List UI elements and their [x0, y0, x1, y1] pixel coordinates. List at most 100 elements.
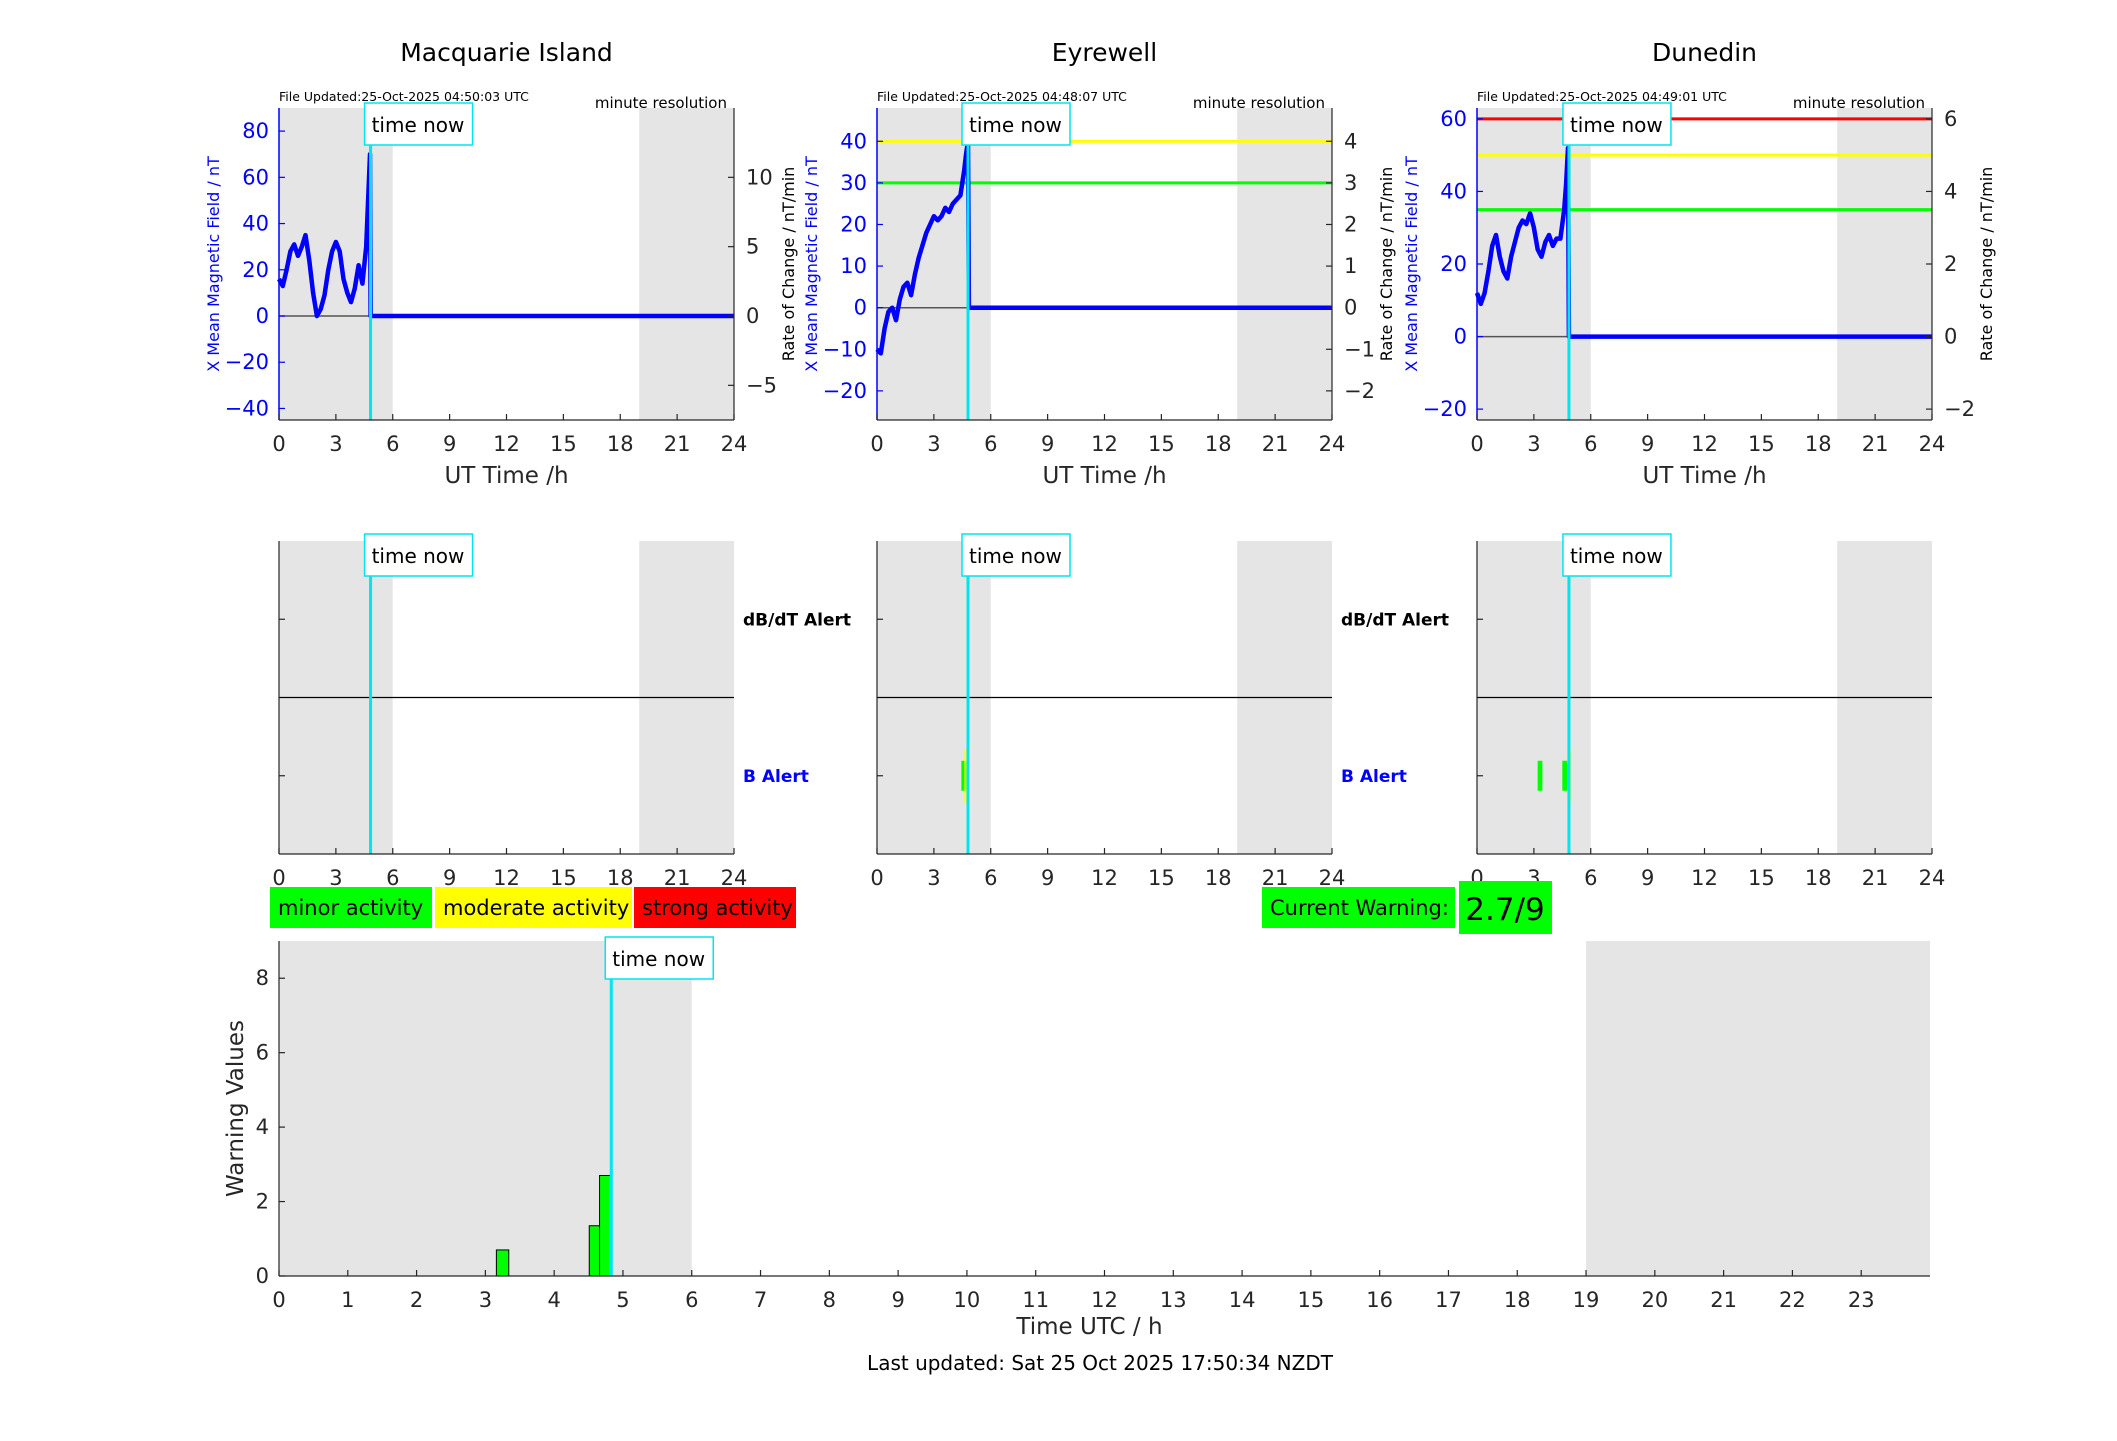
current-warning-value: 2.7/9 — [1465, 892, 1544, 928]
b-alert-label: B Alert — [743, 767, 809, 787]
time-now-label-box — [604, 936, 715, 980]
night-shading-0 — [279, 941, 692, 1276]
alert-panel-1: time now 0 3 6 9 12 15 18 21 24 dB/dT Alert B Alert — [272, 533, 851, 890]
right-tick-label: 1 — [1344, 254, 1357, 278]
x-tick-label: 0 — [272, 866, 285, 890]
left-tick-label: 20 — [242, 258, 269, 282]
left-tick-label: 40 — [840, 129, 867, 153]
left-axis-label: X Mean Magnetic Field / nT — [802, 156, 821, 372]
station-x-axis-label: UT Time /h — [1642, 463, 1766, 489]
x-tick-label: 6 — [386, 432, 399, 456]
right-tick-label: 3 — [1344, 171, 1357, 195]
time-now-label: time now — [1570, 113, 1663, 137]
x-tick-label: 15 — [1748, 432, 1775, 456]
left-tick-label: 60 — [1440, 107, 1467, 131]
x-tick-label: 3 — [927, 866, 940, 890]
dbdt-alert-label: dB/dT Alert — [1341, 610, 1449, 630]
x-tick-label: 9 — [1641, 432, 1654, 456]
left-tick-label: 0 — [256, 304, 269, 328]
x-tick-label: 18 — [1205, 866, 1232, 890]
time-now-label-box — [363, 102, 474, 146]
left-tick-label: −20 — [225, 350, 269, 374]
x-tick-label: 15 — [1298, 1288, 1325, 1312]
left-axis-label: X Mean Magnetic Field / nT — [204, 156, 223, 372]
x-tick-label: 12 — [1691, 866, 1718, 890]
warning-y-tick-label: 6 — [256, 1041, 269, 1065]
magnetic-field-series — [1474, 145, 1932, 339]
time-now-label: time now — [969, 113, 1062, 137]
x-tick-label: 12 — [1691, 432, 1718, 456]
moderate-legend-label: moderate activity — [443, 896, 629, 920]
x-tick-label: 6 — [1584, 866, 1597, 890]
current-warning: Current Warning: 2.7/9 — [1262, 881, 1552, 934]
x-tick-label: 6 — [984, 432, 997, 456]
x-tick-label: 21 — [664, 866, 691, 890]
left-tick-label: 20 — [1440, 252, 1467, 276]
x-tick-label: 24 — [721, 866, 748, 890]
x-tick-label: 6 — [984, 866, 997, 890]
file-updated-text: File Updated:25-Oct-2025 04:50:03 UTC — [279, 89, 529, 104]
x-tick-label: 12 — [1091, 1288, 1118, 1312]
x-tick-label: 3 — [329, 432, 342, 456]
x-tick-label: 21 — [1262, 432, 1289, 456]
night-shading-0 — [1477, 108, 1591, 420]
left-tick-label: 30 — [840, 171, 867, 195]
left-tick-label: −40 — [225, 396, 269, 420]
left-tick-label: 10 — [840, 254, 867, 278]
right-tick-label: −2 — [1344, 379, 1375, 403]
moderate-legend-swatch — [435, 887, 632, 928]
x-tick-label: 0 — [1470, 432, 1483, 456]
left-tick-label: −20 — [1423, 397, 1467, 421]
x-tick-label: 24 — [1919, 866, 1946, 890]
x-tick-label: 15 — [1748, 866, 1775, 890]
x-tick-label: 6 — [1584, 432, 1597, 456]
x-tick-label: 21 — [1710, 1288, 1737, 1312]
night-shading-1 — [639, 108, 734, 420]
time-now-label: time now — [1570, 544, 1663, 568]
station-title: Dunedin — [1652, 38, 1757, 67]
current-warning-value-box — [1459, 881, 1552, 934]
left-tick-label: 40 — [1440, 179, 1467, 203]
minor-legend-swatch — [270, 887, 432, 928]
activity-legend: minor activity moderate activity strong ac… — [270, 887, 796, 928]
right-tick-label: 4 — [1944, 179, 1957, 203]
x-tick-label: 15 — [1148, 866, 1175, 890]
x-tick-label: 10 — [954, 1288, 981, 1312]
right-axis-label: Rate of Change / nT/min — [1377, 167, 1396, 362]
x-tick-label: 20 — [1641, 1288, 1668, 1312]
x-tick-label: 9 — [443, 866, 456, 890]
x-tick-label: 24 — [1919, 432, 1946, 456]
right-tick-label: 0 — [1344, 296, 1357, 320]
time-now-label-box — [961, 102, 1071, 146]
x-tick-label: 12 — [493, 432, 520, 456]
b-alert-label: B Alert — [1341, 767, 1407, 787]
night-shading-1 — [1586, 941, 1930, 1276]
time-now-label: time now — [969, 544, 1062, 568]
x-tick-label: 15 — [1148, 432, 1175, 456]
x-tick-label: 21 — [1262, 866, 1289, 890]
time-now-label: time now — [372, 113, 465, 137]
x-tick-label: 0 — [272, 1288, 285, 1312]
x-tick-label: 4 — [547, 1288, 560, 1312]
x-tick-label: 18 — [607, 866, 634, 890]
station-x-axis-label: UT Time /h — [1042, 463, 1166, 489]
left-tick-label: 60 — [242, 165, 269, 189]
left-tick-label: 80 — [242, 119, 269, 143]
warning-x-axis-label: Time UTC / h — [1015, 1314, 1162, 1340]
x-tick-label: 3 — [479, 1288, 492, 1312]
x-tick-label: 22 — [1779, 1288, 1806, 1312]
current-warning-label: Current Warning: — [1270, 896, 1449, 920]
right-tick-label: −2 — [1944, 397, 1975, 421]
resolution-label: minute resolution — [595, 94, 727, 112]
x-tick-label: 9 — [891, 1288, 904, 1312]
warning-y-tick-label: 2 — [256, 1190, 269, 1214]
dbdt-alert-label: dB/dT Alert — [743, 610, 851, 630]
strong-legend-swatch — [634, 887, 796, 928]
x-tick-label: 18 — [607, 432, 634, 456]
station-title: Eyrewell — [1052, 38, 1157, 67]
station-title: Macquarie Island — [400, 38, 613, 67]
minor-legend-label: minor activity — [278, 896, 423, 920]
right-tick-label: 2 — [1944, 252, 1957, 276]
right-tick-label: −1 — [1344, 337, 1375, 361]
left-tick-label: 40 — [242, 212, 269, 236]
